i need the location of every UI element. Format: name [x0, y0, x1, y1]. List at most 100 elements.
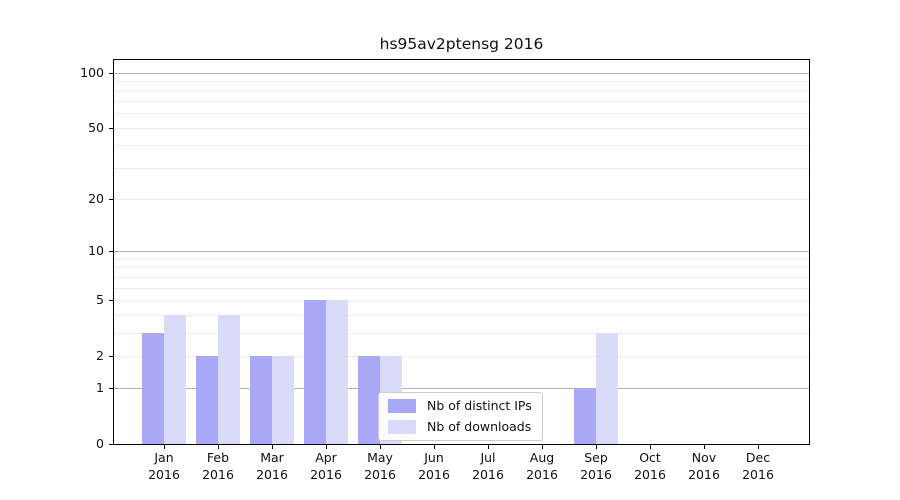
y-tick-label: 20 [88, 191, 104, 207]
bar-distinct-ips [142, 332, 164, 444]
x-tick-label: Aug 2016 [512, 450, 572, 483]
gridline-major [114, 388, 809, 390]
x-tick-label: Nov 2016 [674, 450, 734, 483]
legend-swatch-distinct-ips [388, 398, 416, 413]
x-tick-year: 2016 [472, 466, 504, 482]
legend-row-distinct-ips: Nb of distinct IPs [388, 398, 532, 413]
x-tick-label: Jul 2016 [458, 450, 518, 483]
gridline-minor [114, 113, 809, 115]
gridline-minor [114, 258, 809, 260]
x-tick-label: Oct 2016 [620, 450, 680, 483]
x-tick-month: Jul [480, 450, 496, 465]
y-tick-mark [109, 199, 113, 201]
x-tick-label: Jun 2016 [404, 450, 464, 483]
gridline-major [114, 72, 809, 74]
gridline-minor [114, 199, 809, 201]
y-tick-mark [109, 127, 113, 130]
y-tick-mark [109, 299, 113, 302]
plot-area [113, 59, 810, 445]
gridline-minor [114, 287, 809, 289]
x-tick-mark [380, 445, 382, 449]
y-tick-label: 100 [80, 64, 104, 80]
x-tick-mark [596, 445, 598, 449]
x-tick-month: Dec [745, 450, 771, 465]
y-tick-label: 50 [88, 119, 104, 135]
gridline-minor [114, 355, 809, 357]
legend-swatch-downloads [388, 419, 416, 434]
x-tick-label: Jan 2016 [134, 450, 194, 483]
bar-downloads [164, 314, 186, 444]
x-tick-mark [488, 445, 490, 449]
y-tick-mark [109, 72, 113, 75]
x-tick-month: Mar [260, 450, 284, 465]
x-tick-mark [326, 445, 328, 449]
x-tick-month: Sep [584, 450, 608, 465]
x-tick-label: Dec 2016 [728, 450, 788, 483]
x-tick-mark [218, 445, 220, 449]
y-tick-mark [109, 444, 113, 446]
x-tick-mark [164, 445, 166, 449]
gridline-minor [114, 145, 809, 147]
x-tick-month: Aug [529, 450, 555, 465]
x-tick-month: Nov [691, 450, 717, 465]
legend-label-downloads: Nb of downloads [427, 419, 532, 434]
x-tick-month: Apr [315, 450, 337, 465]
x-tick-label: Feb 2016 [188, 450, 248, 483]
y-tick-label: 1 [96, 380, 104, 396]
gridline-minor [114, 90, 809, 92]
x-tick-year: 2016 [580, 466, 612, 482]
x-tick-year: 2016 [202, 466, 234, 482]
y-tick-mark [109, 388, 113, 390]
gridline-minor [114, 167, 809, 169]
bar-distinct-ips [574, 388, 596, 444]
legend-label-distinct-ips: Nb of distinct IPs [427, 398, 532, 413]
bar-downloads [218, 314, 240, 444]
gridline-minor [114, 299, 809, 301]
x-tick-year: 2016 [526, 466, 558, 482]
x-tick-year: 2016 [634, 466, 666, 482]
x-tick-year: 2016 [742, 466, 774, 482]
bar-downloads [326, 299, 348, 444]
x-tick-year: 2016 [364, 466, 396, 482]
x-tick-month: May [367, 450, 393, 465]
bar-distinct-ips [196, 355, 218, 444]
bar-distinct-ips [250, 355, 272, 444]
x-tick-year: 2016 [418, 466, 450, 482]
x-tick-month: Oct [639, 450, 661, 465]
x-tick-mark [542, 445, 544, 449]
x-tick-mark [758, 445, 760, 449]
x-tick-month: Feb [206, 450, 230, 465]
gridline-minor [114, 81, 809, 83]
gridline-minor [114, 314, 809, 316]
bar-distinct-ips [358, 355, 380, 444]
x-tick-label: Sep 2016 [566, 450, 626, 483]
x-tick-year: 2016 [310, 466, 342, 482]
y-tick-label: 5 [96, 291, 104, 307]
legend: Nb of distinct IPs Nb of downloads [378, 392, 543, 441]
chart-title: hs95av2ptensg 2016 [379, 35, 544, 53]
x-tick-month: Jan [154, 450, 174, 465]
y-tick-label: 0 [96, 436, 104, 451]
x-tick-mark [272, 445, 274, 449]
x-tick-mark [650, 445, 652, 449]
x-tick-label: Mar 2016 [242, 450, 302, 483]
x-tick-mark [704, 445, 706, 449]
x-tick-year: 2016 [688, 466, 720, 482]
x-tick-year: 2016 [148, 466, 180, 482]
bar-downloads [596, 332, 618, 444]
gridline-major [114, 251, 809, 253]
gridline-minor [114, 127, 809, 129]
bar-downloads [272, 355, 294, 444]
x-tick-label: May 2016 [350, 450, 410, 483]
y-tick-mark [109, 251, 113, 253]
gridline-minor [114, 267, 809, 269]
x-tick-year: 2016 [256, 466, 288, 482]
x-tick-month: Jun [424, 450, 444, 465]
gridline-minor [114, 276, 809, 278]
x-tick-mark [434, 445, 436, 449]
gridline-minor [114, 332, 809, 334]
legend-row-downloads: Nb of downloads [388, 419, 532, 434]
y-tick-label: 10 [88, 243, 104, 259]
bar-distinct-ips [304, 299, 326, 444]
